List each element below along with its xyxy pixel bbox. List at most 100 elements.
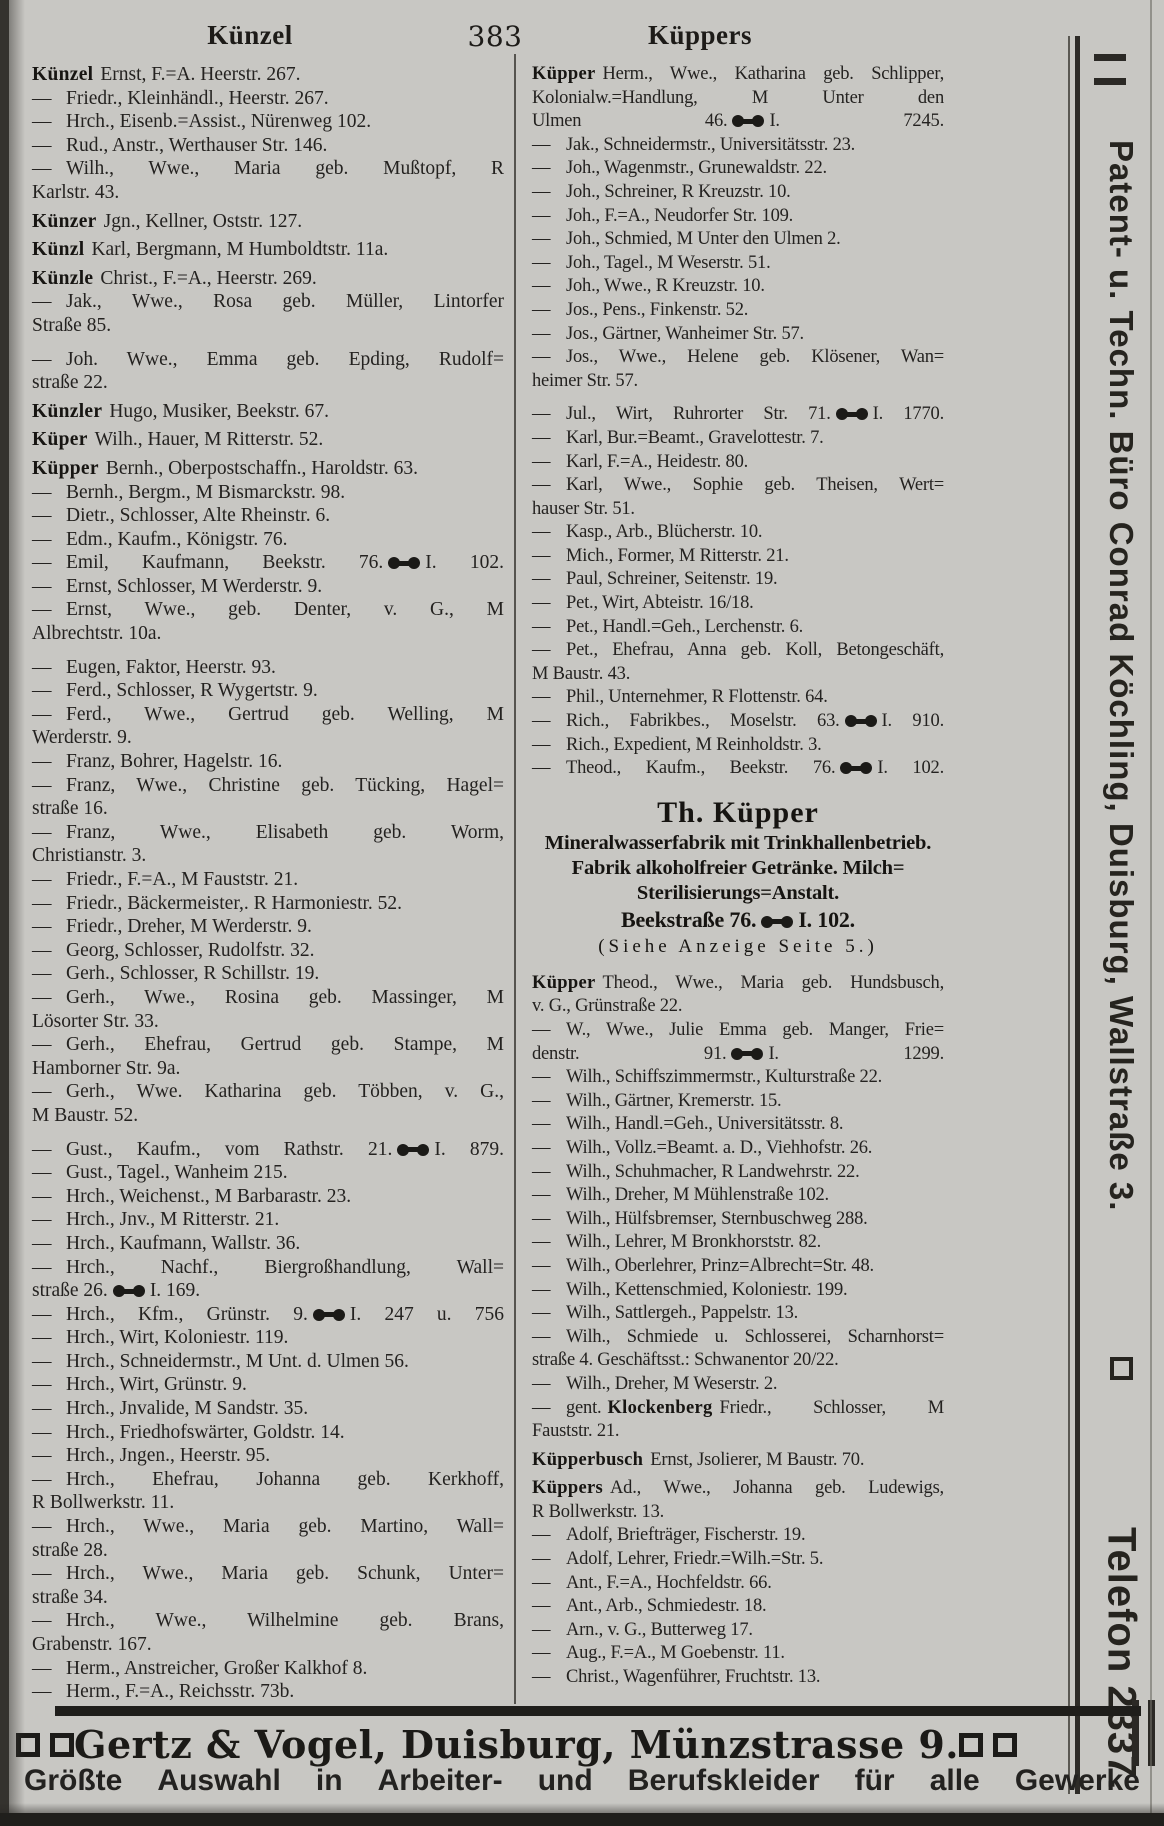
directory-entry: — Friedr., F.=A., M Fauststr. 21. [32, 869, 299, 890]
entry-dash: — [532, 1303, 551, 1324]
entry-dash: — [532, 1114, 551, 1135]
directory-entry: — Hrch., Kaufmann, Wallstr. 36. [32, 1232, 301, 1254]
directory-entry: — Emil, Kaufmann, Beekstr. 76. I. 102. [32, 552, 504, 574]
directory-entry: — Friedr., Kleinhändl., Heerstr. 267. [32, 87, 329, 109]
right-column: Küpper Herm., Wwe., Katharina geb. Schlip… [532, 58, 944, 1690]
entry-dash: — [32, 1185, 52, 1207]
entry-dash: — [32, 1327, 52, 1349]
entry-dash: — [32, 1421, 52, 1443]
entry-dash: — [32, 1232, 52, 1254]
directory-entry: — Karl, Bur.=Beamt., Gravelottestr. 7. [532, 427, 944, 451]
inline-ad-th-kuepper: Th. Küpper Mineralwasserfabrik mit Trinkh… [532, 795, 944, 960]
inline-ad-note: (Siehe Anzeige Seite 5.) [598, 935, 878, 957]
directory-entry: Küper Wilh., Hauer, M Ritterstr. 52. [32, 429, 324, 451]
directory-entry: — Hrch., Wwe., Maria geb. Martino, Wall= s… [32, 1516, 504, 1561]
square-ornament [50, 1732, 74, 1757]
entry-dash: — [532, 158, 551, 179]
directory-entry: — Hrch., Weichenst., M Barbarastr. 23. [32, 1185, 352, 1207]
directory-entry: Künzler Hugo, Musiker, Beekstr. 67. [32, 400, 330, 422]
directory-entry: Küpper Herm., Wwe., Katharina geb. Schlip… [532, 64, 944, 132]
entry-surname: Künzer [32, 210, 97, 232]
entry-dash: — [532, 181, 551, 202]
directory-entry: — Pet., Ehefrau, Anna geb. Koll, Betonges… [532, 640, 944, 684]
entry-dash: — [532, 545, 551, 566]
entry-dash: — [532, 569, 551, 590]
directory-entry: — Wilh., Wwe., Maria geb. Mußtopf, R Karls… [32, 158, 504, 203]
inline-ad-address: Beekstraße 76. I. 102. [621, 906, 855, 932]
directory-entry: — Jos., Wwe., Helene geb. Klösener, Wan= h… [532, 347, 944, 391]
directory-entry: — Edm., Kaufm., Königstr. 76. [32, 528, 288, 550]
directory-entry: — Ferd., Wwe., Gertrud geb. Welling, M Wer… [32, 703, 504, 749]
directory-entry: — Karl, F.=A., Heidestr. 80. [532, 451, 944, 475]
entry-dash: — [32, 1374, 52, 1396]
directory-entry: — Rud., Anstr., Werthauser Str. 146. [32, 134, 328, 156]
entry-dash: — [32, 291, 52, 313]
directory-entry: — Jos., Pens., Finkenstr. 52. [532, 299, 944, 323]
directory-entry: Küppers Ad., Wwe., Johanna geb. Ludewigs,… [532, 1478, 944, 1522]
entry-dash: — [532, 734, 551, 755]
banner-ornament-bar [1094, 54, 1126, 61]
directory-entry: — Franz, Bohrer, Hagelstr. 16. [32, 751, 283, 773]
entry-dash: — [532, 1549, 551, 1570]
entry-dash: — [532, 1090, 551, 1111]
bottom-ad-title: Gertz & Vogel, Duisburg, Münzstrasse 9. [74, 1722, 960, 1767]
entry-dash: — [32, 1138, 52, 1160]
directory-entry: Künzel Ernst, F.=A. Heerstr. 267. [32, 64, 301, 85]
directory-entry: — Adolf, Lehrer, Friedr.=Wilh.=Str. 5. [532, 1548, 944, 1572]
square-ornament [1109, 1357, 1133, 1381]
directory-entry: — Gust., Tagel., Wanheim 215. [32, 1162, 288, 1184]
phone-number: I. 910. [881, 711, 945, 732]
banner-ornament-bar [1094, 78, 1126, 85]
left-column: Künzel Ernst, F.=A. Heerstr. 267. — Friedr.… [32, 58, 504, 1704]
phone-icon [397, 1143, 430, 1156]
entry-dash: — [32, 481, 52, 503]
directory-entry: Küpperbusch Ernst, Jsolierer, M Baustr. 7… [532, 1449, 865, 1470]
directory-entry: — Ant., F.=A., Hochfeldstr. 66. [532, 1572, 944, 1596]
directory-entry: — Hrch., Jngen., Heerstr. 95. [32, 1445, 271, 1467]
phone-icon [761, 915, 794, 928]
entry-dash: — [532, 252, 551, 273]
entry-dash: — [32, 1256, 52, 1278]
directory-entry: — Jos., Gärtner, Wanheimer Str. 57. [532, 323, 944, 347]
directory-entry: — Wilh., Oberlehrer, Prinz=Albrecht=Str. … [532, 1255, 944, 1279]
directory-entry: — Hrch., Wwe., Maria geb. Schunk, Unter= s… [32, 1563, 504, 1608]
directory-entry: — Phil., Unternehmer, R Flottenstr. 64. [532, 686, 944, 710]
entry-surname: Künzel [32, 64, 94, 85]
entry-dash: — [532, 1525, 551, 1546]
scan-edge-bottom [0, 1813, 1164, 1826]
scan-edge-left [0, 0, 9, 1826]
entry-surname: Künzle [32, 267, 94, 289]
directory-entry: — Theod., Kaufm., Beekstr. 76. I. 102. [532, 757, 944, 781]
bottom-ad: Gertz & Vogel, Duisburg, Münzstrasse 9. [16, 1722, 1018, 1767]
entry-dash: — [32, 575, 52, 597]
directory-entry: — Hrch., Nachf., Biergroßhandlung, Wall= s… [32, 1256, 504, 1302]
phone-number: I. 102. [798, 906, 855, 932]
scan-edge-left-shadow [9, 0, 25, 1826]
entry-dash: — [32, 158, 52, 180]
directory-entry: Künzl Karl, Bergmann, M Humboldtstr. 11a. [32, 239, 389, 261]
directory-entry: — Wilh., Kettenschmied, Koloniestr. 199. [532, 1279, 944, 1303]
entry-surname: Künzl [32, 239, 85, 261]
phone-number: I. 102. [877, 758, 944, 779]
entry-dash: — [32, 134, 52, 156]
entry-dash: — [532, 640, 551, 661]
directory-entry: — Wilh., Sattlergeh., Pappelstr. 13. [532, 1302, 944, 1326]
entry-dash: — [532, 1208, 551, 1229]
square-ornament [993, 1732, 1018, 1757]
entry-dash: — [32, 1303, 52, 1325]
entry-dash: — [32, 1468, 52, 1490]
phone-icon [731, 1047, 764, 1060]
directory-entry: — Wilh., Vollz.=Beamt. a. D., Viehhofstr.… [532, 1137, 944, 1161]
directory-entry: — Georg, Schlosser, Rudolfstr. 32. [32, 939, 315, 961]
directory-entry: — Gerh., Wwe., Rosina geb. Massinger, M Lö… [32, 986, 504, 1032]
entry-dash: — [32, 1209, 52, 1231]
directory-entry: — Hrch., Wirt, Koloniestr. 119. [32, 1327, 289, 1349]
directory-entry: — Herm., Anstreicher, Großer Kalkhof 8. [32, 1657, 368, 1679]
entry-dash: — [32, 1398, 52, 1420]
entry-surname: Küpper [532, 64, 596, 84]
directory-entry: — Pet., Wirt, Abteistr. 16/18. [532, 592, 944, 616]
inline-ad-title: Th. Küpper [657, 795, 819, 829]
directory-entry: — Karl, Wwe., Sophie geb. Theisen, Wert= h… [532, 475, 944, 519]
directory-entry: — Friedr., Dreher, M Werderstr. 9. [32, 916, 312, 938]
